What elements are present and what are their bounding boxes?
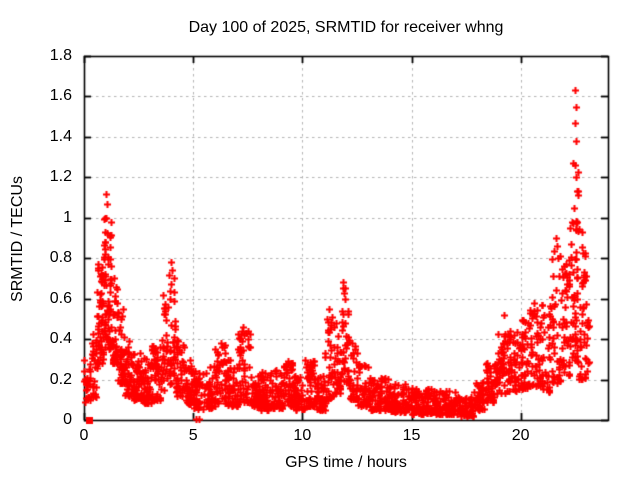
y-tick-label: 0.4	[49, 330, 72, 348]
y-tick-label: 0	[63, 411, 72, 428]
x-tick-label: 5	[188, 427, 198, 444]
y-tick-label: 1.2	[49, 168, 72, 186]
x-tick-label: 15	[402, 427, 421, 444]
y-tick-label: 1.8	[49, 47, 72, 64]
y-tick-label: 0.6	[49, 289, 72, 307]
chart-title: Day 100 of 2025, SRMTID for receiver whn…	[188, 19, 504, 36]
y-tick-label: 0.8	[49, 249, 72, 267]
x-axis-label: GPS time / hours	[285, 454, 407, 471]
x-tick-label: 0	[79, 427, 89, 444]
x-tick-label: 20	[511, 427, 530, 444]
y-tick-label: 0.2	[49, 370, 72, 388]
y-tick-label: 1.6	[49, 87, 72, 105]
y-tick-label: 1.4	[49, 127, 72, 145]
x-tick-label: 10	[293, 427, 312, 444]
y-tick-label: 1	[63, 208, 72, 226]
